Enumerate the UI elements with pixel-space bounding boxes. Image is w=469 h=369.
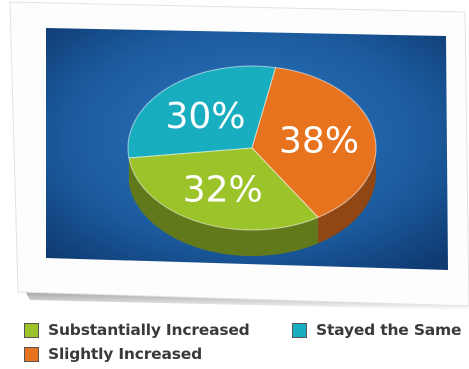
legend-row-1: Substantially Increased Stayed the Same <box>0 321 469 345</box>
legend-swatch-substantially-increased <box>24 322 39 338</box>
pie-side-substantially-increased <box>128 157 319 256</box>
pie-label-slightly-increased: 38% <box>279 121 359 162</box>
pie-label-stayed-the-same: 30% <box>165 96 245 137</box>
legend-label-slightly-increased: Slightly Increased <box>48 345 202 363</box>
legend-swatch-stayed-the-same <box>292 322 307 338</box>
legend-item-substantially-increased: Substantially Increased <box>24 321 250 339</box>
pie-chart-card: 30% 38% 32% <box>9 1 469 310</box>
legend-item-stayed-the-same: Stayed the Same <box>292 321 462 339</box>
pie-label-substantially-increased: 32% <box>183 170 263 211</box>
legend-row-2: Slightly Increased <box>0 345 469 369</box>
legend-swatch-slightly-increased <box>24 346 39 362</box>
legend-label-substantially-increased: Substantially Increased <box>48 321 250 339</box>
legend-item-slightly-increased: Slightly Increased <box>24 345 202 363</box>
pie-side-slightly-increased <box>318 148 376 244</box>
legend-label-stayed-the-same: Stayed the Same <box>316 321 462 339</box>
pie-slice-substantially-increased <box>128 147 319 231</box>
pie <box>127 65 377 256</box>
pie-slice-stayed-the-same <box>127 65 277 159</box>
pie-labels: 30% 38% 32% <box>165 96 359 211</box>
